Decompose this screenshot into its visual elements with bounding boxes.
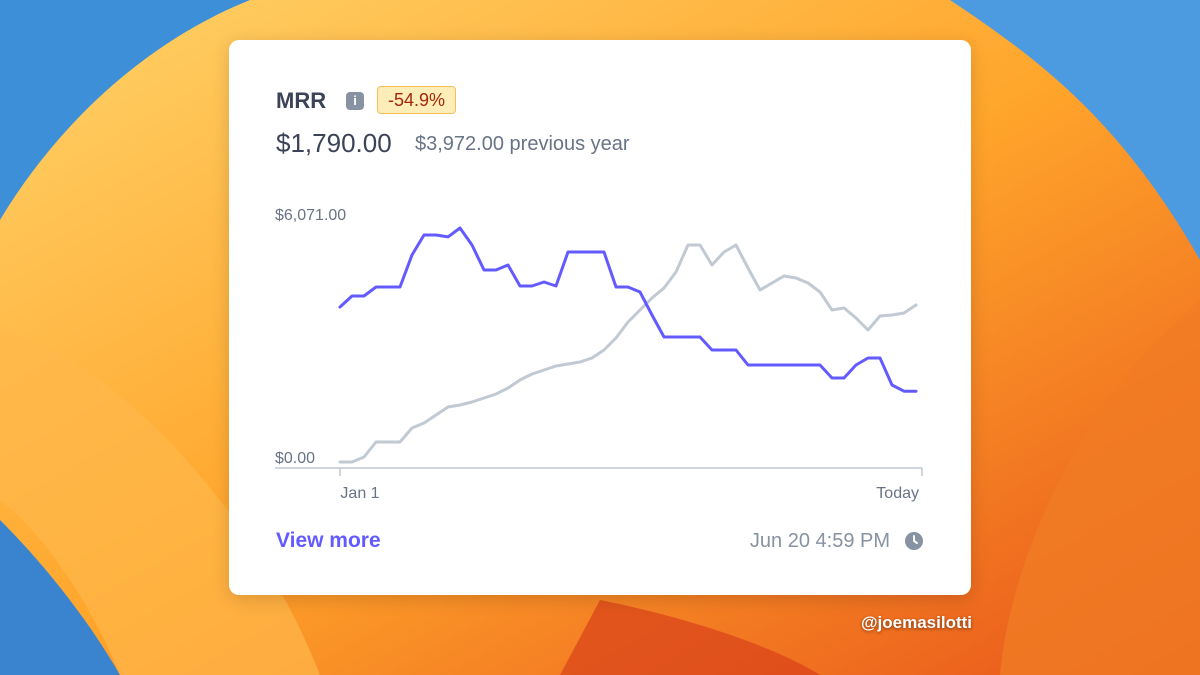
timestamp: Jun 20 4:59 PM xyxy=(749,530,890,552)
change-badge: -54.9% xyxy=(377,86,457,114)
comparison: $3,972.00 previous year xyxy=(415,133,630,155)
view-more-link[interactable]: View more xyxy=(276,529,381,552)
info-icon[interactable]: i xyxy=(346,92,364,110)
clock-icon xyxy=(905,532,923,550)
y-tick-label: $0.00 xyxy=(275,450,315,467)
card-title: MRR xyxy=(276,88,327,113)
card: MRR i -54.9% $1,790.00 $3,972.00 previou… xyxy=(229,40,971,595)
watermark: @joemasilotti xyxy=(860,613,972,632)
series-line xyxy=(338,243,918,464)
x-tick-label: Jan 1 xyxy=(340,485,379,502)
x-tick-label: Today xyxy=(876,485,919,502)
series-line xyxy=(338,226,918,393)
current-value: $1,790.00 xyxy=(276,128,392,158)
y-tick-label: $6,071.00 xyxy=(275,207,346,224)
